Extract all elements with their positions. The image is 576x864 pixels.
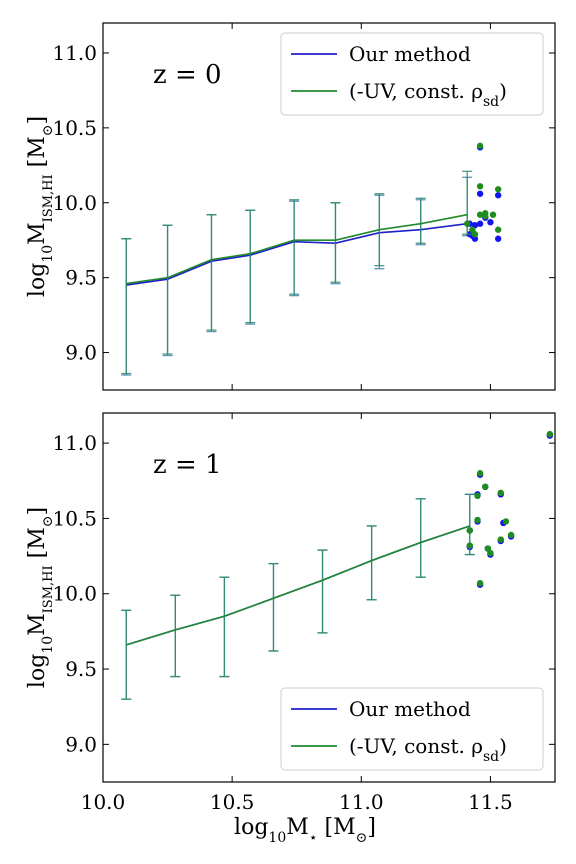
scatter-point (476, 142, 484, 150)
x-axis-label-part: ⊙ (356, 830, 368, 846)
series-line (125, 525, 471, 646)
legend-label-part: sd (483, 749, 499, 765)
x-tick-label: 10.5 (210, 790, 255, 814)
x-axis-label-part: [M (318, 815, 356, 840)
legend-label: (-UV, const. ρsd) (349, 734, 507, 765)
scatter-point (471, 231, 479, 238)
scatter-point (497, 489, 504, 497)
y-tick-label: 10.5 (52, 506, 97, 530)
y-tick-label: 10.5 (52, 116, 97, 140)
y-axis-label-part: ⊙ (40, 125, 56, 137)
legend-label-part: sd (483, 94, 499, 110)
y-tick-label: 9.5 (65, 657, 97, 681)
y-axis-label: log10MISM,HI [M⊙] (25, 507, 56, 688)
x-tick-label: 10.0 (81, 790, 126, 814)
y-tick-label: 10.0 (52, 191, 97, 215)
scatter-point (474, 492, 481, 500)
legend: Our method (-UV, const. ρsd) (280, 687, 544, 771)
x-axis-label-part: M (286, 815, 309, 840)
legend-label-part: ) (499, 79, 507, 103)
panel-label: z = 0 (153, 60, 222, 90)
series-1 (121, 142, 502, 375)
scatter-point (482, 213, 489, 220)
scatter-point (471, 235, 479, 242)
y-axis-label: log10MISM,HI [M⊙] (25, 116, 56, 297)
x-axis-label-part: ] (367, 815, 376, 840)
y-axis-label-part: log (25, 654, 50, 688)
scatter-point (494, 235, 502, 242)
legend-label: (-UV, const. ρsd) (349, 79, 507, 110)
series-0 (121, 144, 502, 376)
x-tick-label: 11.5 (468, 790, 513, 814)
y-axis-label-part: ISM,HI (41, 174, 56, 222)
scatter-point (476, 470, 484, 477)
x-axis-label-part: ⋆ (309, 830, 318, 846)
plot-frame (102, 22, 556, 391)
legend-label-part: ) (499, 734, 507, 758)
y-axis-label-part: ] (25, 507, 50, 516)
scatter-point (487, 549, 494, 557)
y-axis-label-part: log (25, 263, 50, 297)
y-axis-label-part: ⊙ (40, 516, 56, 528)
panel-1: 10.0 10.5 11.0 11.5 9.0 9.5 10.0 10.5 11.0 z = 1 O… (25, 412, 556, 846)
y-tick-label: 10.0 (52, 582, 97, 606)
legend-box (280, 687, 544, 771)
legend-label-part: Our method (349, 697, 471, 721)
scatter-point (476, 220, 484, 227)
scatter-point (546, 430, 554, 438)
y-axis-label-part: ] (25, 116, 50, 125)
scatter-point (487, 219, 494, 226)
scatter-point (502, 518, 510, 525)
x-axis-label: log10M⋆ [M⊙] (234, 815, 376, 846)
scatter-point (497, 536, 504, 543)
panel-label: z = 1 (153, 450, 222, 480)
x-axis-label-part: log (234, 815, 268, 840)
scatter-point (474, 516, 481, 524)
panel-0: 9.0 9.5 10.0 10.5 11.0 z = 0 Our method (-UV, c… (25, 22, 556, 391)
scatter-point (466, 527, 473, 534)
scatter-point (476, 183, 484, 190)
scatter-point (476, 190, 484, 197)
y-axis-label-part: 10 (40, 636, 56, 654)
y-axis-label-part: M (25, 613, 50, 636)
legend-label-part: (-UV, const. ρ (349, 734, 483, 758)
y-tick-label: 9.5 (65, 266, 97, 290)
scatter-point (466, 542, 473, 549)
x-axis-label-part: 10 (268, 830, 286, 846)
legend-label: Our method (349, 42, 471, 66)
legend-box (280, 32, 544, 116)
y-tick-label: 11.0 (52, 431, 97, 455)
scatter-point (494, 192, 502, 199)
scatter-point (476, 211, 484, 218)
scatter-point (489, 211, 497, 218)
scatter-point (476, 579, 484, 587)
y-axis-label-part: 10 (40, 245, 56, 263)
series-line (126, 222, 468, 286)
plot-frame (102, 412, 556, 783)
y-axis-label-part: M (25, 222, 50, 245)
series-line (126, 213, 468, 285)
y-tick-label: 9.0 (65, 732, 97, 756)
y-axis-label-part: [M (25, 136, 50, 174)
legend-label-part: Our method (349, 42, 471, 66)
scatter-point (507, 531, 515, 539)
series-1 (121, 430, 554, 700)
y-tick-label: 11.0 (52, 41, 97, 65)
legend-label: Our method (349, 697, 471, 721)
scatter-point (482, 483, 489, 490)
scatter-point (463, 220, 471, 227)
y-axis-label-part: ISM,HI (41, 565, 56, 613)
x-tick-label: 11.0 (339, 790, 384, 814)
scatter-point (494, 186, 502, 193)
scatter-point (494, 226, 502, 233)
y-axis-label-part: [M (25, 527, 50, 565)
y-tick-label: 9.0 (65, 341, 97, 365)
legend: Our method (-UV, const. ρsd) (280, 32, 544, 116)
legend-label-part: (-UV, const. ρ (349, 79, 483, 103)
